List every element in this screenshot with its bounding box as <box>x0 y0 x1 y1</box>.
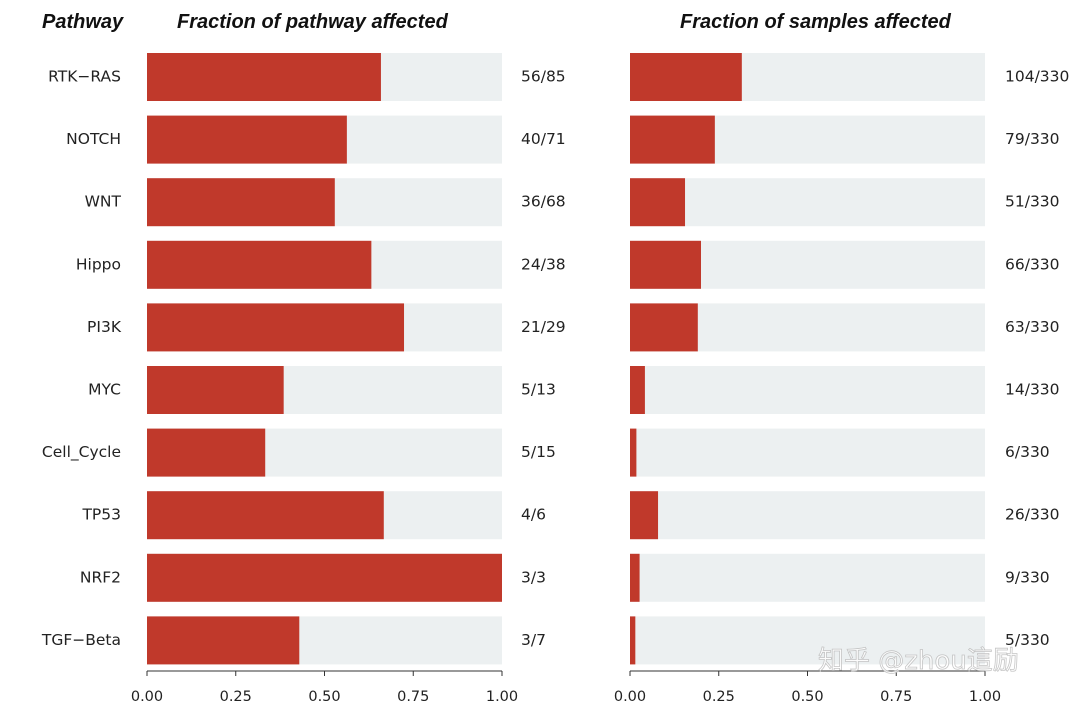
bar <box>147 53 381 101</box>
x-tick-label: 0.50 <box>308 689 340 705</box>
panel-title: Fraction of samples affected <box>680 11 952 33</box>
bar <box>630 428 637 477</box>
count-label: 5/330 <box>1005 631 1050 649</box>
chart-panels: Fraction of pathway affected 56/85 40/71 36… <box>131 11 1070 705</box>
category-label: WNT <box>85 193 122 211</box>
count-label: 79/330 <box>1005 130 1060 148</box>
bar <box>630 53 742 101</box>
bar <box>147 428 266 477</box>
bar-background <box>630 553 985 602</box>
bar <box>630 366 645 414</box>
bar <box>630 616 636 665</box>
category-label: NRF2 <box>80 568 121 586</box>
bar <box>630 303 698 352</box>
count-label: 66/330 <box>1005 255 1060 273</box>
count-label: 14/330 <box>1005 381 1060 399</box>
bar-background <box>630 178 985 227</box>
category-label: TP53 <box>81 506 121 524</box>
bar <box>147 240 372 289</box>
bar <box>147 553 502 602</box>
count-label: 3/7 <box>521 631 546 649</box>
bar <box>147 366 284 414</box>
panel-title: Fraction of pathway affected <box>177 11 449 33</box>
count-label: 6/330 <box>1005 443 1050 461</box>
x-tick-label: 0.25 <box>220 689 252 705</box>
bar <box>147 616 300 665</box>
category-labels: RTK−RAS NOTCH WNT Hippo PI3K MYC Cell_Cycle TP5… <box>41 68 122 649</box>
count-label: 56/85 <box>521 68 566 86</box>
category-label: Hippo <box>76 255 121 273</box>
count-label: 104/330 <box>1005 68 1069 86</box>
bar <box>630 240 701 289</box>
category-label: TGF−Beta <box>41 631 121 649</box>
x-tick-label: 0.00 <box>614 689 646 705</box>
count-label: 5/13 <box>521 381 556 399</box>
count-label: 5/15 <box>521 443 556 461</box>
x-tick-label: 0.50 <box>791 689 823 705</box>
bar <box>147 115 347 164</box>
count-label: 3/3 <box>521 568 546 586</box>
bar <box>147 303 405 352</box>
count-label: 26/330 <box>1005 506 1060 524</box>
x-tick-label: 1.00 <box>486 689 518 705</box>
bar-background <box>630 616 985 665</box>
panel-1: Fraction of pathway affected 56/85 40/71 36… <box>131 11 566 705</box>
watermark-text: 知乎 @zhou這励 <box>818 646 1019 676</box>
count-label: 51/330 <box>1005 193 1060 211</box>
count-label: 24/38 <box>521 255 566 273</box>
category-label: NOTCH <box>66 130 121 148</box>
bar-background <box>630 366 985 414</box>
x-tick-label: 0.75 <box>880 689 912 705</box>
count-label: 4/6 <box>521 506 546 524</box>
x-tick-label: 1.00 <box>969 689 1001 705</box>
bar <box>630 553 640 602</box>
bar <box>147 178 335 227</box>
count-label: 9/330 <box>1005 568 1050 586</box>
bar <box>147 491 384 540</box>
count-label: 36/68 <box>521 193 566 211</box>
bar-background <box>630 491 985 540</box>
pathway-column-header: Pathway <box>42 11 124 33</box>
category-label: MYC <box>88 381 121 399</box>
count-label: 40/71 <box>521 130 566 148</box>
bar <box>630 178 686 227</box>
count-label: 21/29 <box>521 318 566 336</box>
bar-background <box>630 428 985 477</box>
x-tick-label: 0.75 <box>397 689 429 705</box>
count-label: 63/330 <box>1005 318 1060 336</box>
bar <box>630 491 659 540</box>
category-label: PI3K <box>87 318 122 336</box>
category-label: Cell_Cycle <box>42 443 121 462</box>
category-label: RTK−RAS <box>48 68 121 86</box>
panel-2: Fraction of samples affected 104/330 79/33… <box>614 11 1070 705</box>
x-tick-label: 0.00 <box>131 689 163 705</box>
bar <box>630 115 715 164</box>
x-tick-label: 0.25 <box>703 689 735 705</box>
